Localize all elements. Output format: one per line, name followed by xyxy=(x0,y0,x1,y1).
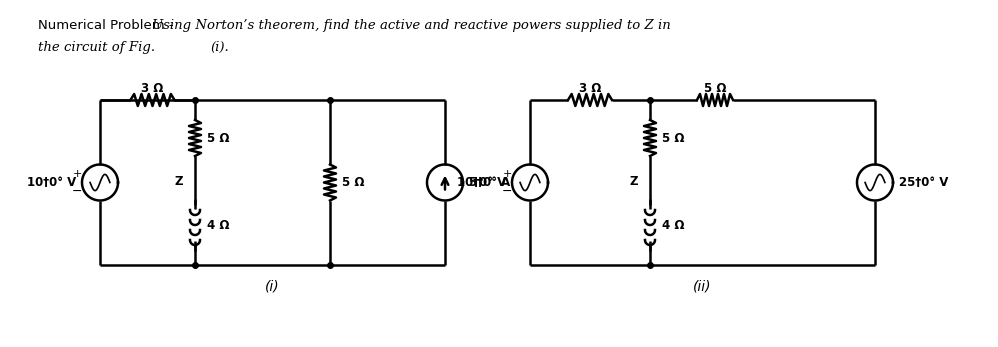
Text: 25†0° V: 25†0° V xyxy=(899,176,948,189)
Text: (i): (i) xyxy=(265,280,279,294)
Text: Z: Z xyxy=(630,175,638,188)
Text: 5†0° A: 5†0° A xyxy=(469,176,510,189)
Text: 5 Ω: 5 Ω xyxy=(662,132,685,144)
Text: +: + xyxy=(72,169,82,178)
Text: 3 Ω: 3 Ω xyxy=(579,82,601,94)
Text: Z: Z xyxy=(175,175,183,188)
Text: 10†0° V: 10†0° V xyxy=(27,176,76,189)
Text: −: − xyxy=(72,185,82,198)
Text: 5 Ω: 5 Ω xyxy=(704,82,727,94)
Text: 4 Ω: 4 Ω xyxy=(662,219,685,231)
Text: 5 Ω: 5 Ω xyxy=(342,176,364,189)
Text: +: + xyxy=(502,169,512,178)
Text: (ii): (ii) xyxy=(694,280,712,294)
Text: (i).: (i). xyxy=(210,41,229,53)
Text: 3 Ω: 3 Ω xyxy=(142,82,164,94)
Text: the circuit of Fig.: the circuit of Fig. xyxy=(38,41,155,53)
Text: Using Norton’s theorem, find the active and reactive powers supplied to Z in: Using Norton’s theorem, find the active … xyxy=(152,18,671,32)
Text: −: − xyxy=(502,185,512,198)
Text: Numerical Problem -: Numerical Problem - xyxy=(38,18,178,32)
Text: 5 Ω: 5 Ω xyxy=(207,132,230,144)
Text: 10†0° V: 10†0° V xyxy=(457,176,506,189)
Text: 4 Ω: 4 Ω xyxy=(207,219,230,231)
